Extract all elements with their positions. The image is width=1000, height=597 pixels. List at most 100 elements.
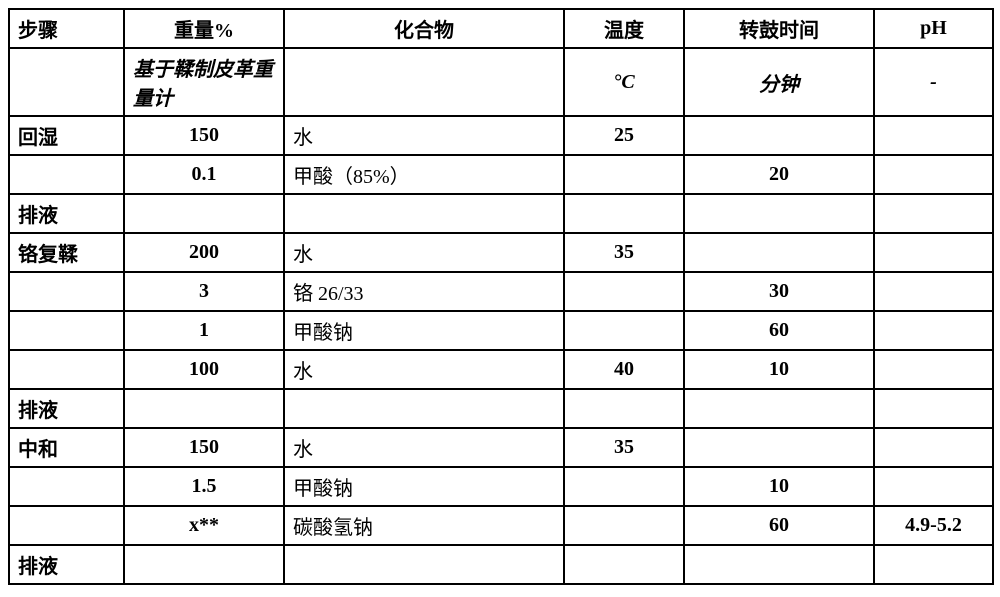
cell-compound: 碳酸氢钠 [284,506,564,545]
cell-ph [874,428,993,467]
cell-temp [564,545,684,584]
cell-compound: 水 [284,428,564,467]
subheader-row: 基于鞣制皮革重量计 °C 分钟 - [9,48,993,116]
cell-compound: 甲酸钠 [284,467,564,506]
cell-temp: 25 [564,116,684,155]
cell-compound: 铬 26/33 [284,272,564,311]
cell-step: 排液 [9,545,124,584]
cell-ph [874,350,993,389]
cell-time [684,116,874,155]
cell-step: 回湿 [9,116,124,155]
cell-weight [124,545,284,584]
cell-ph [874,311,993,350]
cell-temp [564,467,684,506]
cell-ph [874,545,993,584]
cell-time [684,194,874,233]
header-compound: 化合物 [284,9,564,48]
cell-step: 排液 [9,194,124,233]
table-row: 排液 [9,545,993,584]
cell-time [684,428,874,467]
cell-compound: 甲酸钠 [284,311,564,350]
subheader-temp: °C [564,48,684,116]
cell-compound: 水 [284,233,564,272]
table-row: 铬复鞣200水35 [9,233,993,272]
table-row: 100水4010 [9,350,993,389]
cell-ph [874,116,993,155]
cell-weight: 150 [124,428,284,467]
header-temp: 温度 [564,9,684,48]
table-row: 回湿150水25 [9,116,993,155]
header-row: 步骤 重量% 化合物 温度 转鼓时间 pH [9,9,993,48]
cell-temp: 35 [564,233,684,272]
cell-weight [124,389,284,428]
cell-temp [564,194,684,233]
cell-step: 中和 [9,428,124,467]
cell-time: 30 [684,272,874,311]
table-row: 排液 [9,389,993,428]
cell-step [9,506,124,545]
cell-compound [284,389,564,428]
cell-step [9,272,124,311]
subheader-step [9,48,124,116]
cell-temp [564,311,684,350]
cell-ph [874,155,993,194]
cell-time: 60 [684,506,874,545]
cell-ph [874,233,993,272]
subheader-weight: 基于鞣制皮革重量计 [124,48,284,116]
cell-ph [874,467,993,506]
cell-weight: 100 [124,350,284,389]
cell-weight: 1.5 [124,467,284,506]
table-row: 1甲酸钠 60 [9,311,993,350]
cell-weight: x** [124,506,284,545]
cell-temp [564,155,684,194]
cell-weight: 150 [124,116,284,155]
cell-ph: 4.9-5.2 [874,506,993,545]
cell-ph [874,272,993,311]
header-ph: pH [874,9,993,48]
cell-weight: 3 [124,272,284,311]
cell-temp [564,272,684,311]
cell-temp: 35 [564,428,684,467]
cell-time [684,233,874,272]
cell-weight: 0.1 [124,155,284,194]
cell-step [9,155,124,194]
cell-step [9,350,124,389]
table-row: 0.1甲酸（85%） 20 [9,155,993,194]
cell-step [9,467,124,506]
subheader-time: 分钟 [684,48,874,116]
cell-temp: 40 [564,350,684,389]
table-row: 排液 [9,194,993,233]
cell-ph [874,389,993,428]
subheader-compound [284,48,564,116]
cell-weight: 200 [124,233,284,272]
cell-time: 60 [684,311,874,350]
header-time: 转鼓时间 [684,9,874,48]
cell-temp [564,506,684,545]
cell-compound: 甲酸（85%） [284,155,564,194]
cell-time: 10 [684,467,874,506]
cell-compound: 水 [284,116,564,155]
cell-temp [564,389,684,428]
subheader-ph: - [874,48,993,116]
cell-step [9,311,124,350]
table-row: 中和150水35 [9,428,993,467]
header-weight: 重量% [124,9,284,48]
cell-compound [284,545,564,584]
table-row: 1.5甲酸钠 10 [9,467,993,506]
header-step: 步骤 [9,9,124,48]
cell-time [684,545,874,584]
cell-time [684,389,874,428]
leather-process-table: 步骤 重量% 化合物 温度 转鼓时间 pH 基于鞣制皮革重量计 °C 分钟 - … [8,8,994,585]
cell-compound: 水 [284,350,564,389]
table-row: 3铬 26/33 30 [9,272,993,311]
cell-time: 10 [684,350,874,389]
table-body: 回湿150水250.1甲酸（85%）20排液铬复鞣200水353铬 26/333… [9,116,993,584]
cell-weight [124,194,284,233]
cell-time: 20 [684,155,874,194]
cell-step: 排液 [9,389,124,428]
cell-step: 铬复鞣 [9,233,124,272]
cell-weight: 1 [124,311,284,350]
cell-compound [284,194,564,233]
table-row: x**碳酸氢钠 604.9-5.2 [9,506,993,545]
cell-ph [874,194,993,233]
